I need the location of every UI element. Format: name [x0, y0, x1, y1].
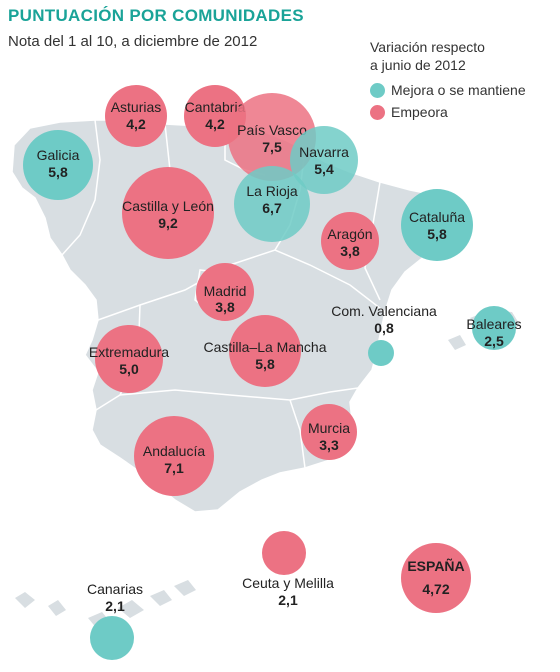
value-murcia: 3,3: [319, 437, 339, 453]
legend-title: Variación respecto a junio de 2012: [370, 38, 485, 74]
label-baleares: Baleares: [466, 316, 521, 332]
value-castilla-y-leon: 9,2: [158, 215, 178, 231]
legend-title-line1: Variación respecto: [370, 39, 485, 55]
bubble-com-valenciana: [368, 340, 394, 366]
bubble-murcia: [301, 404, 357, 460]
label-ceuta-y-melilla: Ceuta y Melilla: [242, 575, 334, 591]
value-madrid: 3,8: [215, 299, 235, 315]
legend-label-mejora: Mejora o se mantiene: [391, 82, 526, 98]
label-murcia: Murcia: [308, 420, 350, 436]
value-galicia: 5,8: [48, 164, 68, 180]
bubble-extremadura: [95, 325, 163, 393]
legend-item-empeora: Empeora: [370, 104, 448, 120]
legend-item-mejora: Mejora o se mantiene: [370, 82, 526, 98]
value-andalucia: 7,1: [164, 460, 184, 476]
bubble-madrid: [196, 263, 254, 321]
label-canarias: Canarias: [87, 581, 143, 597]
legend-title-line2: a junio de 2012: [370, 57, 466, 73]
value-asturias: 4,2: [126, 116, 146, 132]
label-cataluna: Cataluña: [409, 209, 465, 225]
label-navarra: Navarra: [299, 144, 349, 160]
label-com-valenciana: Com. Valenciana: [331, 303, 437, 319]
value-aragon: 3,8: [340, 243, 360, 259]
label-cantabria: Cantabria: [185, 99, 246, 115]
label-aragon: Aragón: [327, 226, 372, 242]
value-la-rioja: 6,7: [262, 200, 282, 216]
legend-label-empeora: Empeora: [391, 104, 448, 120]
label-asturias: Asturias: [111, 99, 162, 115]
value-com-valenciana: 0,8: [374, 320, 394, 336]
bubble-canarias: [90, 616, 134, 660]
value-extremadura: 5,0: [119, 361, 139, 377]
bubble-aragon: [321, 212, 379, 270]
bubble-castilla-la-mancha: [229, 315, 301, 387]
bubble-baleares: [472, 306, 516, 350]
label-madrid: Madrid: [204, 283, 247, 299]
value-cataluna: 5,8: [427, 226, 447, 242]
label-pais-vasco: País Vasco: [237, 122, 307, 138]
value-navarra: 5,4: [314, 161, 334, 177]
value-espana: 4,72: [422, 581, 449, 597]
region-espana: ESPAÑA 4,72: [401, 543, 471, 613]
bubble-espana: [401, 543, 471, 613]
legend-dot-empeora: [370, 104, 385, 120]
value-castilla-la-mancha: 5,8: [255, 356, 275, 372]
map-subtitle: Nota del 1 al 10, a diciembre de 2012: [8, 33, 258, 50]
label-extremadura: Extremadura: [89, 344, 169, 360]
label-espana: ESPAÑA: [407, 557, 464, 574]
value-baleares: 2,5: [484, 333, 504, 349]
label-castilla-la-mancha: Castilla–La Mancha: [204, 339, 327, 355]
value-ceuta-y-melilla: 2,1: [278, 592, 298, 608]
map-title: PUNTUACIÓN POR COMUNIDADES: [8, 6, 304, 25]
bubble-asturias: [105, 85, 167, 147]
label-castilla-y-leon: Castilla y León: [122, 198, 214, 214]
label-galicia: Galicia: [37, 147, 80, 163]
label-la-rioja: La Rioja: [246, 183, 298, 199]
value-cantabria: 4,2: [205, 116, 225, 132]
legend-dot-mejora: [370, 82, 385, 98]
value-canarias: 2,1: [105, 598, 125, 614]
bubble-castilla-y-leon: [122, 167, 214, 259]
label-andalucia: Andalucía: [143, 443, 205, 459]
bubble-ceuta-y-melilla: [262, 531, 306, 575]
bubble-la-rioja: [234, 166, 310, 242]
bubble-andalucia: [134, 416, 214, 496]
bubble-navarra: [290, 126, 358, 194]
bubble-galicia: [23, 130, 93, 200]
bubble-cataluna: [401, 189, 473, 261]
value-pais-vasco: 7,5: [262, 139, 282, 155]
